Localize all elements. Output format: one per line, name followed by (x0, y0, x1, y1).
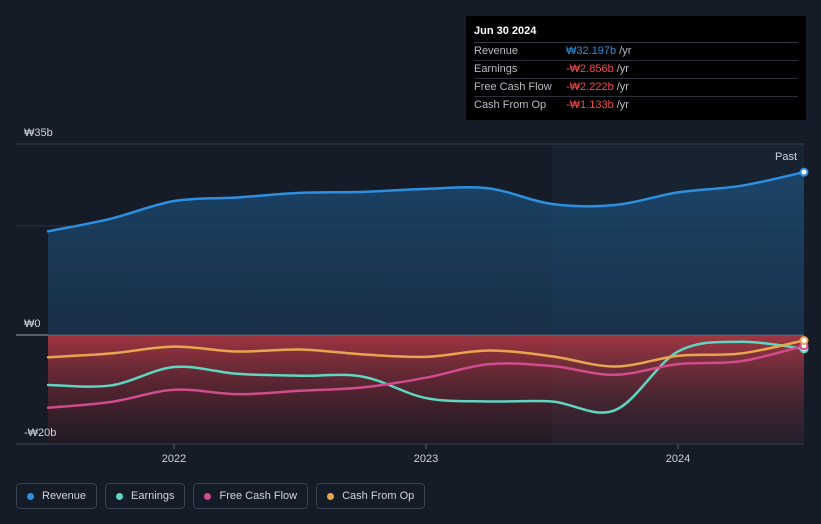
tooltip-date: Jun 30 2024 (474, 24, 798, 43)
tooltip-row-value: -₩1.133b (566, 99, 614, 111)
x-tick-label: 2024 (666, 453, 690, 465)
tooltip-row-unit: /yr (619, 45, 632, 57)
y-axis-zero-label: ₩0 (24, 318, 41, 330)
legend-item-revenue[interactable]: Revenue (16, 483, 98, 509)
tooltip-row: Cash From Op -₩1.133b/yr (474, 97, 798, 114)
legend-label: Free Cash Flow (219, 490, 298, 502)
tooltip-row-label: Earnings (474, 63, 518, 75)
revenue-area-fill (48, 172, 804, 335)
y-axis-bottom-label: -₩20b (24, 427, 56, 439)
legend-dot-icon (116, 492, 124, 500)
tooltip-row-label: Free Cash Flow (474, 81, 552, 93)
legend-dot-icon (27, 492, 34, 500)
series-line-revenue (46, 170, 806, 233)
end-marker-cash-from-op (799, 335, 809, 345)
legend-item-cash-from-op[interactable]: Cash From Op (316, 483, 426, 509)
tooltip-row: Free Cash Flow -₩2.222b/yr (474, 79, 798, 97)
tooltip-row-value: ₩32.197b (566, 45, 617, 57)
tooltip-row: Revenue ₩32.197b/yr (474, 43, 798, 61)
legend-dot-icon (204, 492, 212, 500)
series-line-earnings (46, 340, 806, 414)
legend-dot-icon (327, 492, 335, 500)
tooltip-row-label: Revenue (474, 45, 519, 57)
negative-zone-fill (48, 335, 804, 444)
tooltip-row-value: -₩2.856b (566, 63, 614, 75)
tooltip-row-unit: /yr (616, 63, 629, 75)
tooltip-row-value: -₩2.222b (566, 81, 614, 93)
legend-item-free-cash-flow[interactable]: Free Cash Flow (193, 483, 309, 509)
data-tooltip: Jun 30 2024 Revenue ₩32.197b/yr Earnings -₩… (466, 16, 806, 120)
past-label: Past (775, 151, 797, 163)
x-tick-label: 2023 (414, 453, 438, 465)
legend-label: Revenue (42, 490, 87, 502)
y-axis-top-label: ₩35b (24, 127, 53, 139)
tooltip-row: Earnings -₩2.856b/yr (474, 61, 798, 79)
legend-label: Cash From Op (342, 490, 415, 502)
tooltip-row-label: Cash From Op (474, 99, 547, 111)
tooltip-row-unit: /yr (616, 81, 629, 93)
series-line-free-cash-flow (46, 344, 806, 409)
end-marker-revenue (799, 167, 809, 177)
legend-item-earnings[interactable]: Earnings (105, 483, 186, 509)
chart-legend: Revenue Earnings Free Cash Flow Cash From O… (16, 483, 426, 509)
tooltip-row-unit: /yr (616, 99, 629, 111)
series-line-cash-from-op (46, 339, 806, 368)
legend-label: Earnings (131, 490, 175, 502)
x-tick-label: 2022 (162, 453, 186, 465)
